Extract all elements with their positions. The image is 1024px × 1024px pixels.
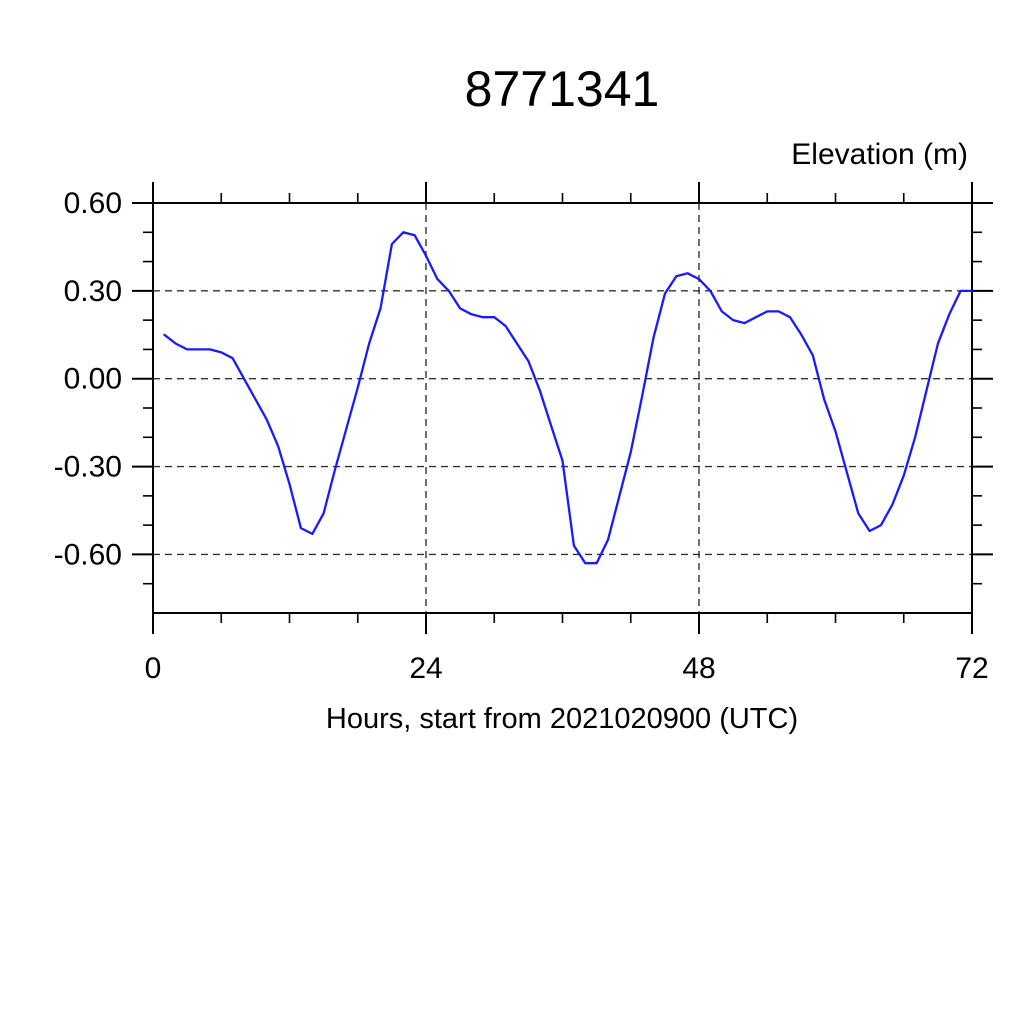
y-axis-unit-label: Elevation (m) xyxy=(791,138,968,171)
plot-frame xyxy=(152,202,973,614)
chart-title: 8771341 xyxy=(465,61,660,117)
y-tick-label: 0.30 xyxy=(64,275,122,308)
elevation-line xyxy=(163,231,974,565)
x-tick-label: 24 xyxy=(409,652,442,685)
x-tick-label: 48 xyxy=(682,652,715,685)
x-tick-label: 72 xyxy=(955,652,988,685)
y-tick-label: 0.60 xyxy=(64,187,122,220)
y-tick-label: 0.00 xyxy=(64,363,122,396)
plot-area: 0 24 48 72 0.60 0.30 0.00 -0.30 -0.60 xyxy=(54,182,993,685)
x-axis-label: Hours, start from 2021020900 (UTC) xyxy=(326,703,798,735)
x-tick-label: 0 xyxy=(145,652,162,685)
y-tick-label: -0.30 xyxy=(54,451,122,484)
y-tick-label: -0.60 xyxy=(54,538,122,571)
